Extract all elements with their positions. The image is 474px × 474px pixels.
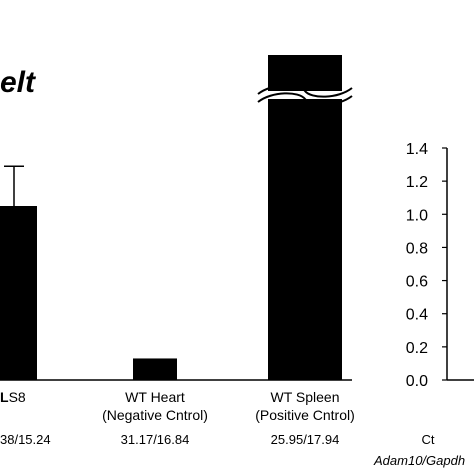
ct-row-label: Ct: [422, 432, 435, 447]
bar-0: [0, 206, 37, 380]
right-tick-label-0: 1.4: [406, 141, 428, 158]
right-chart-panel: 1.4 1.2 1.0 0.8 0.6 0.4 0.2 0.0 Ct Adam10/Gapdh: [373, 141, 474, 468]
category-label-2-1: (Positive Cntrol): [255, 407, 355, 423]
ct-row-sublabel: Adam10/Gapdh: [373, 453, 465, 468]
left-category-labels: LS8 38/15.24 WT Heart (Negative Cntrol) 31.1…: [0, 389, 355, 447]
right-tick-label-6: 0.2: [406, 340, 428, 357]
axis-break-gap: [264, 91, 346, 99]
right-tick-label-4: 0.6: [406, 274, 428, 291]
category-label-1-0: WT Heart: [125, 389, 185, 405]
left-chart-title: elt: [0, 66, 37, 99]
right-tick-label-1: 1.2: [406, 174, 428, 191]
ct-value-0: 38/15.24: [0, 432, 51, 447]
bar-1: [133, 358, 177, 380]
category-label-2-0: WT Spleen: [271, 389, 340, 405]
right-tick-label-3: 0.8: [406, 240, 428, 257]
bar-2: [268, 55, 342, 380]
ct-value-2: 25.95/17.94: [271, 432, 340, 447]
right-tick-label-5: 0.4: [406, 307, 428, 324]
left-bar-marks: [0, 55, 353, 380]
ct-value-1: 31.17/16.84: [121, 432, 190, 447]
right-tick-label-7: 0.0: [406, 373, 428, 390]
category-label-1-1: (Negative Cntrol): [102, 407, 208, 423]
left-chart-panel: elt LS8 38/15.24 WT Heart (Negative Cntrol)…: [0, 55, 355, 447]
axis-break-line-0: [257, 84, 353, 98]
right-tick-label-2: 1.0: [406, 207, 428, 224]
axis-break-line-1: [257, 92, 353, 106]
right-y-ticks: 1.4 1.2 1.0 0.8 0.6 0.4 0.2 0.0: [406, 141, 447, 390]
category-label-0-0: LS8: [0, 389, 26, 405]
